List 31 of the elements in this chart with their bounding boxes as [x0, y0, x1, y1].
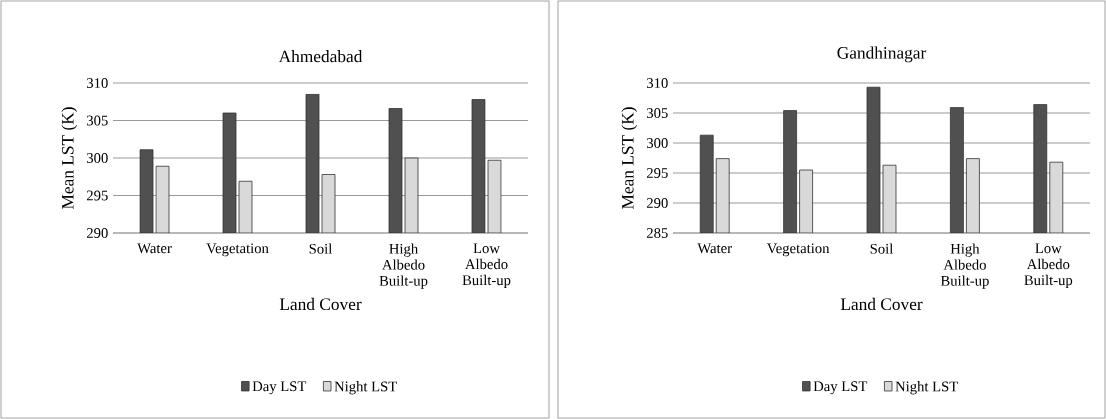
x-tick-label: Low Albedo Built-up — [462, 243, 511, 289]
legend-label: Day LST — [813, 381, 868, 395]
y-axis-title: Mean LST (K) — [61, 107, 78, 210]
legend-label: Day LST — [252, 381, 307, 395]
x-tick-label: Water — [697, 243, 732, 254]
y-tick-label: 300 — [87, 153, 108, 163]
x-tick-label: High Albedo Built-up — [940, 243, 989, 289]
chart-title: Ahmedabad — [278, 50, 363, 63]
x-tick-label: Low Albedo Built-up — [1024, 243, 1073, 289]
x-tick-label: Soil — [870, 243, 894, 254]
chart-title: Gandhinagar — [837, 46, 927, 63]
y-tick-label: 285 — [646, 228, 668, 238]
y-axis-title: Mean LST (K) — [621, 107, 638, 210]
y-tick-label: 300 — [647, 138, 668, 148]
y-tick-label: 310 — [87, 78, 108, 88]
legend-label: Night LST — [334, 381, 397, 395]
y-tick-label: 290 — [86, 228, 108, 238]
x-tick-label: High Albedo Built-up — [379, 243, 428, 289]
y-tick-label: 295 — [646, 168, 668, 178]
x-tick-label: Soil — [309, 243, 333, 254]
y-tick-label: 295 — [86, 190, 108, 201]
x-tick-label: Vegetation — [766, 243, 830, 257]
x-tick-label: Water — [137, 243, 172, 254]
y-tick-label: 290 — [646, 198, 668, 208]
x-axis-title: Land Cover — [840, 297, 923, 311]
x-tick-label: Vegetation — [206, 243, 269, 257]
y-tick-label: 310 — [647, 78, 668, 88]
legend-label: Night LST — [895, 381, 958, 395]
x-axis-title: Land Cover — [279, 297, 362, 311]
y-tick-label: 305 — [647, 108, 668, 118]
y-tick-label: 305 — [87, 115, 108, 126]
